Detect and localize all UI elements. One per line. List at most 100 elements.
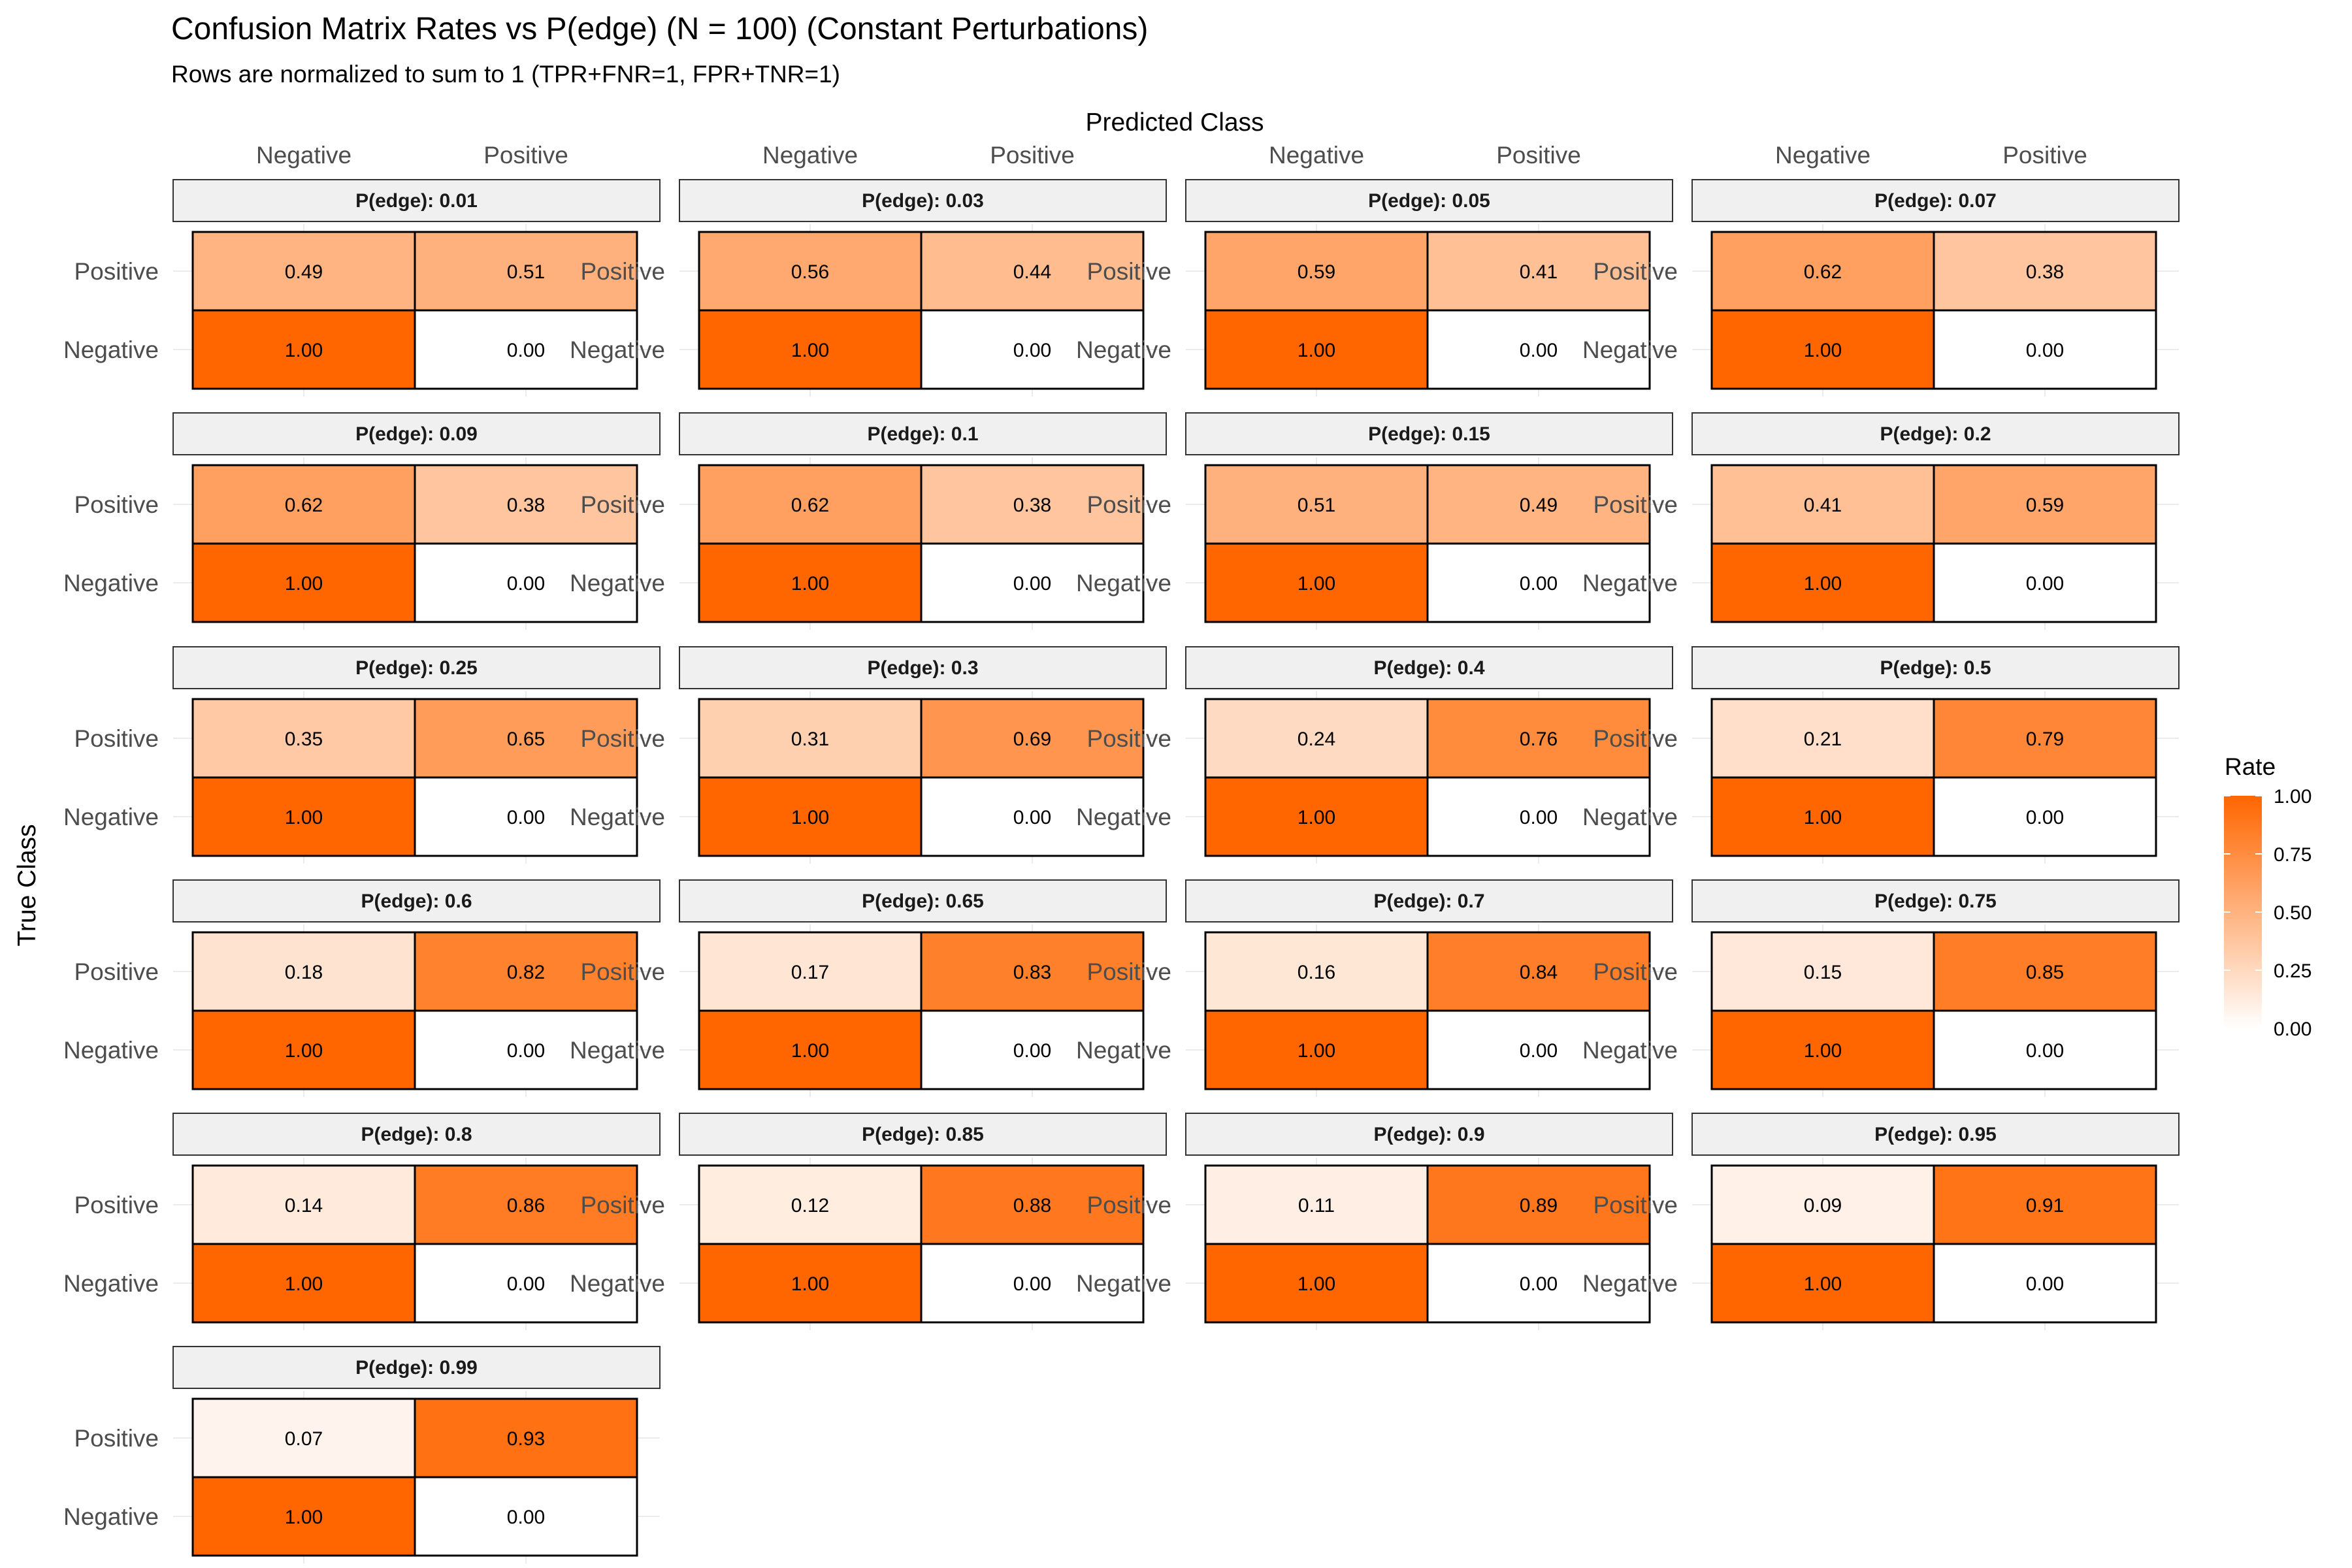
- facet-panel: P(edge): 0.8 Positive Negative 0.14 0.86 1.00…: [63, 1113, 661, 1330]
- facet-strip-label: P(edge): 0.99: [355, 1357, 478, 1379]
- cell-value-label: 1.00: [1804, 340, 1842, 361]
- facet-panel: P(edge): 0.7 Positive Negative 0.16 0.84 1.00…: [1076, 879, 1673, 1097]
- legend-tick-label: 1.00: [2274, 786, 2311, 808]
- y-tick-label: Negative: [1582, 1037, 1678, 1064]
- y-tick-label: Negative: [1582, 1270, 1678, 1297]
- heatmap-cell: [414, 542, 638, 623]
- cell-value-label: 0.89: [1520, 1195, 1558, 1217]
- cell-value-label: 1.00: [285, 807, 323, 828]
- x-axis-title: Predicted Class: [1085, 108, 1264, 137]
- cell-value-label: 0.00: [1520, 573, 1558, 595]
- cell-value-label: 0.88: [1013, 1195, 1051, 1217]
- facet-strip: [1185, 179, 1673, 222]
- cell-value-label: 1.00: [791, 1040, 829, 1062]
- heatmap-cell: [1710, 931, 1935, 1012]
- cell-value-label: 0.79: [2026, 728, 2064, 750]
- cell-value-label: 1.00: [1804, 1040, 1842, 1062]
- y-tick-label: Negative: [63, 336, 159, 363]
- facet-strip: [1691, 646, 2180, 689]
- y-tick-label: Negative: [570, 1270, 665, 1297]
- facet-strip-label: P(edge): 0.03: [862, 190, 984, 212]
- cell-value-label: 0.38: [1013, 495, 1051, 516]
- cell-value-label: 1.00: [1298, 807, 1335, 828]
- y-tick-label: Positive: [1086, 258, 1171, 285]
- cell-value-label: 1.00: [1804, 573, 1842, 595]
- heatmap-cell: [414, 698, 638, 779]
- cell-value-label: 1.00: [791, 340, 829, 361]
- cell-value-label: 0.76: [1520, 728, 1558, 750]
- cell-value-label: 0.00: [1013, 1040, 1051, 1062]
- cell-value-label: 0.12: [791, 1195, 829, 1217]
- y-tick-label: Negative: [570, 570, 665, 596]
- heatmap-cell: [1710, 542, 1935, 623]
- cell-value-label: 1.00: [285, 1040, 323, 1062]
- facet-panel: P(edge): 0.01 Positive Negative 0.49 0.51 1.0…: [63, 179, 661, 397]
- cell-value-label: 0.82: [507, 962, 545, 983]
- color-legend: Rate 0.00 0.25 0.50 0.75 1.00: [2224, 753, 2311, 1040]
- cell-value-label: 0.00: [507, 1040, 545, 1062]
- cell-value-label: 0.59: [2026, 495, 2064, 516]
- legend-title: Rate: [2225, 753, 2276, 780]
- legend-tick-label: 0.50: [2274, 902, 2311, 924]
- cell-value-label: 0.00: [1013, 807, 1051, 828]
- cell-value-label: 0.00: [1520, 1040, 1558, 1062]
- heatmap-cell: [1204, 931, 1429, 1012]
- cell-value-label: 0.84: [1520, 962, 1558, 983]
- cell-value-label: 0.00: [1013, 573, 1051, 595]
- cell-value-label: 0.15: [1804, 962, 1842, 983]
- y-tick-label: Positive: [580, 958, 665, 985]
- heatmap-cell: [1426, 231, 1651, 312]
- heatmap-cell: [1426, 931, 1651, 1012]
- y-tick-label: Negative: [1076, 1270, 1171, 1297]
- x-tick-label: Positive: [2002, 142, 2087, 169]
- cell-value-label: 1.00: [1804, 1273, 1842, 1295]
- facet-panel: P(edge): 0.4 Positive Negative 0.24 0.76 1.00…: [1076, 646, 1673, 864]
- y-tick-label: Negative: [63, 570, 159, 596]
- heatmap-cell: [1933, 776, 2157, 857]
- facet-strip: [679, 412, 1167, 455]
- facet-strip: [1185, 879, 1673, 923]
- cell-value-label: 0.00: [2026, 573, 2064, 595]
- heatmap-cell: [920, 776, 1145, 857]
- facet-panel: P(edge): 0.2 Positive Negative 0.41 0.59 1.00…: [1582, 412, 2180, 630]
- cell-value-label: 0.00: [1013, 340, 1051, 361]
- heatmap-cell: [920, 542, 1145, 623]
- cell-value-label: 0.11: [1298, 1195, 1335, 1217]
- heatmap-cell: [698, 309, 923, 390]
- facet-strip-label: P(edge): 0.1: [867, 423, 978, 445]
- cell-value-label: 0.17: [791, 962, 829, 983]
- heatmap-cell: [698, 231, 923, 312]
- heatmap-cell: [1933, 1009, 2157, 1090]
- cell-value-label: 0.65: [507, 728, 545, 750]
- heatmap-cell: [920, 698, 1145, 779]
- cell-value-label: 1.00: [1298, 573, 1335, 595]
- heatmap-cell: [191, 776, 416, 857]
- facet-panel: P(edge): 0.75 Positive Negative 0.15 0.85 1.0…: [1582, 879, 2180, 1097]
- facet-panel: P(edge): 0.05 Positive Negative 0.59 0.41 1.0…: [1076, 179, 1673, 397]
- heatmap-cell: [191, 1243, 416, 1324]
- facet-panel: P(edge): 0.1 Positive Negative 0.62 0.38 1.00…: [570, 412, 1167, 630]
- cell-value-label: 0.38: [2026, 261, 2064, 283]
- facet-strip: [1185, 1113, 1673, 1156]
- facet-strip-label: P(edge): 0.4: [1373, 657, 1484, 679]
- y-tick-label: Positive: [74, 1425, 159, 1452]
- cell-value-label: 0.14: [285, 1195, 323, 1217]
- heatmap-cell: [1933, 542, 2157, 623]
- y-tick-label: Positive: [1086, 725, 1171, 752]
- heatmap-cell: [1426, 1243, 1651, 1324]
- facet-panel: P(edge): 0.5 Positive Negative 0.21 0.79 1.00…: [1582, 646, 2180, 864]
- heatmap-cell: [1710, 1009, 1935, 1090]
- heatmap-cell: [1204, 231, 1429, 312]
- cell-value-label: 1.00: [285, 573, 323, 595]
- cell-value-label: 0.09: [1804, 1195, 1842, 1217]
- cell-value-label: 0.00: [507, 1273, 545, 1295]
- facet-panel: P(edge): 0.25 Positive Negative 0.35 0.65 1.0…: [63, 646, 661, 864]
- y-tick-label: Positive: [1086, 1192, 1171, 1218]
- cell-value-label: 0.00: [2026, 1273, 2064, 1295]
- heatmap-cell: [1426, 542, 1651, 623]
- y-tick-label: Positive: [1593, 258, 1678, 285]
- heatmap-cell: [1426, 698, 1651, 779]
- heatmap-cell: [414, 231, 638, 312]
- heatmap-cell: [1204, 1009, 1429, 1090]
